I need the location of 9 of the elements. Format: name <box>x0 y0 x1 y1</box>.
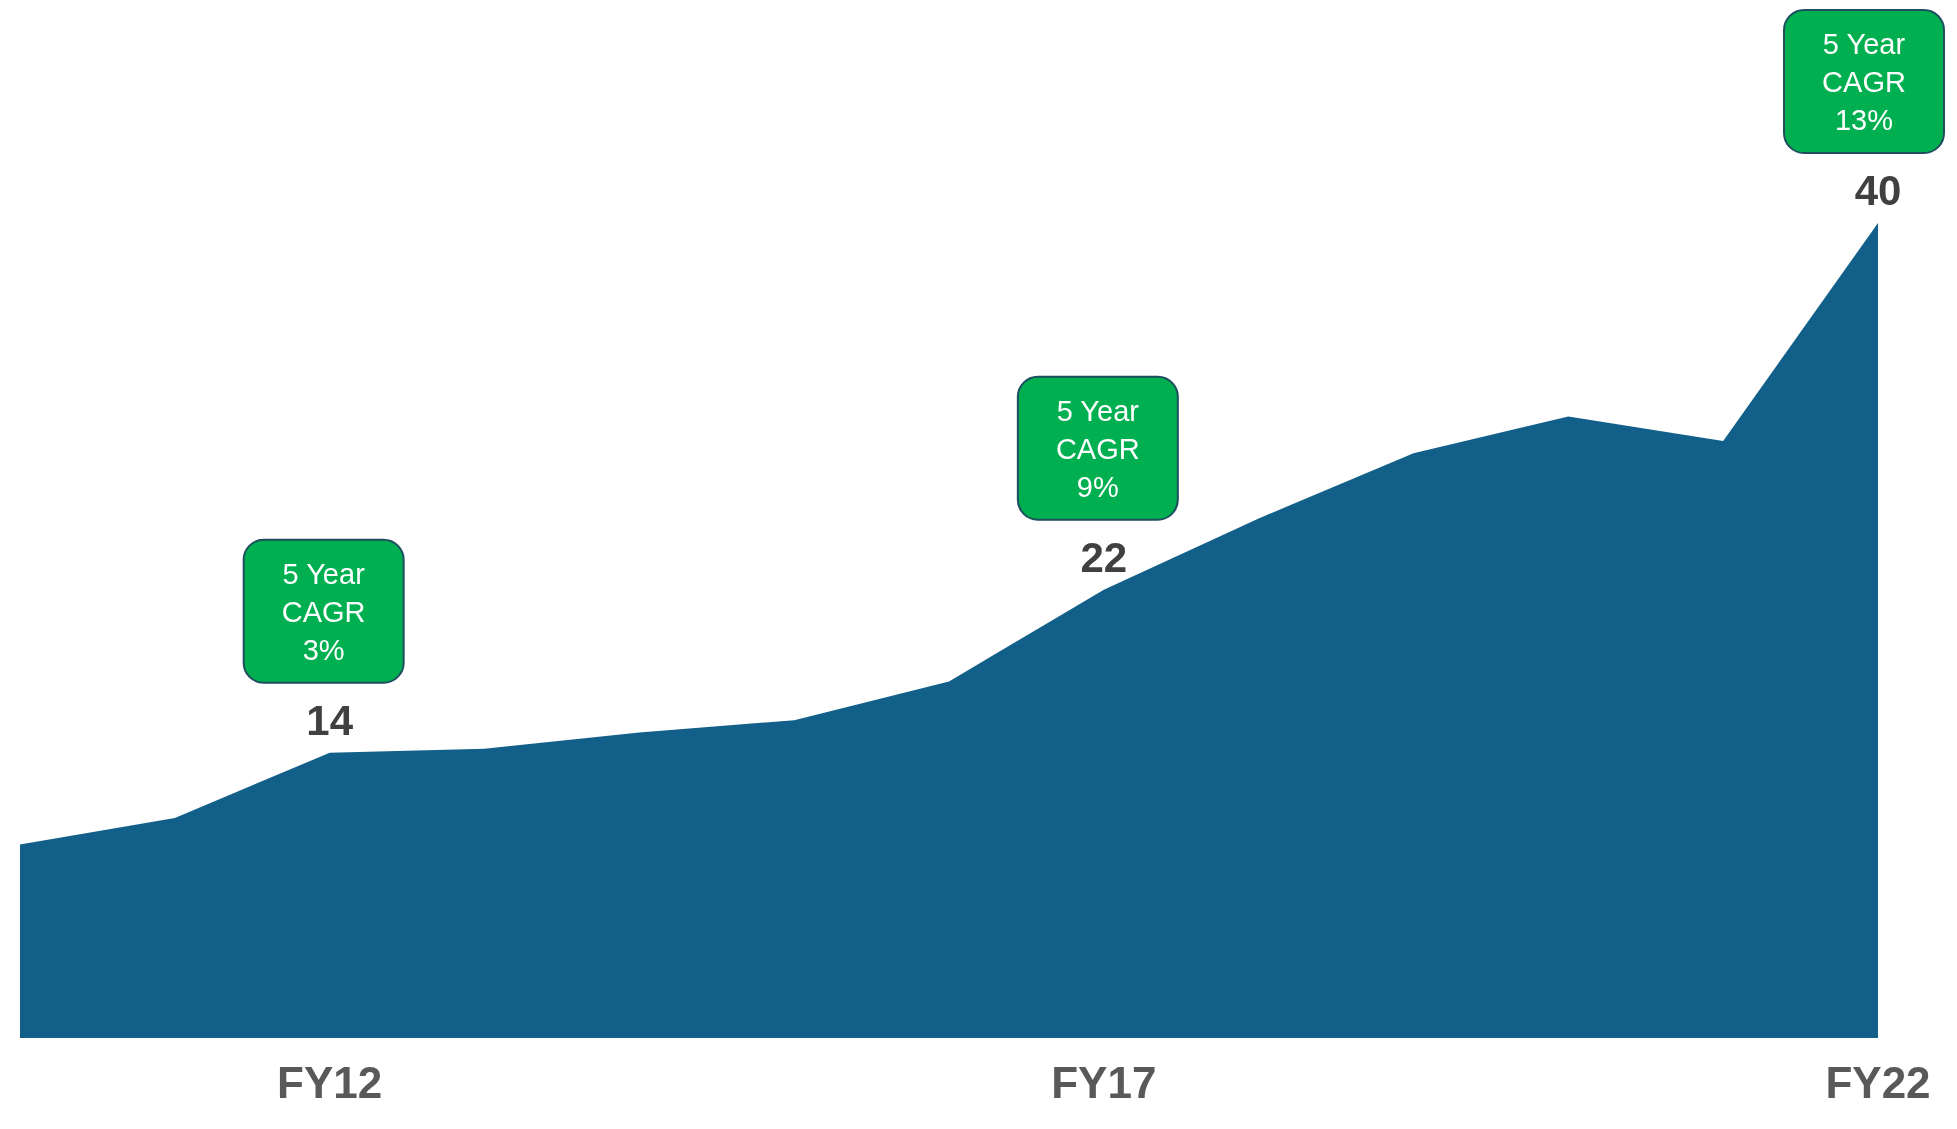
data-label: 40 <box>1854 167 1902 214</box>
x-tick-label: FY17 <box>1051 1058 1157 1107</box>
data-label: 14 <box>306 696 354 744</box>
annotation: 5 Year CAGR 13% <box>1822 28 1906 136</box>
x-tick-label: FY12 <box>277 1058 383 1107</box>
data-label: 22 <box>1080 533 1128 581</box>
annotation: 5 Year CAGR 3% <box>281 557 366 666</box>
annotation: 5 Year CAGR 9% <box>1055 394 1140 503</box>
x-tick-label: FY22 <box>1825 1058 1931 1107</box>
